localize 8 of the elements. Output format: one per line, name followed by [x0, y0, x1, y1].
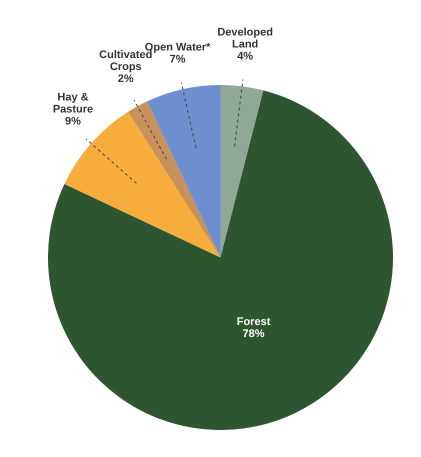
data-label: 9% — [65, 115, 82, 128]
slice-label: Developed Land — [217, 26, 273, 50]
data-label: 7% — [170, 54, 186, 66]
data-label: 4% — [237, 50, 254, 62]
slice-label: Forest — [236, 316, 271, 328]
slice-label: Hay & Pasture — [52, 91, 94, 116]
data-label: 2% — [118, 73, 134, 86]
data-label: 78% — [242, 328, 265, 340]
